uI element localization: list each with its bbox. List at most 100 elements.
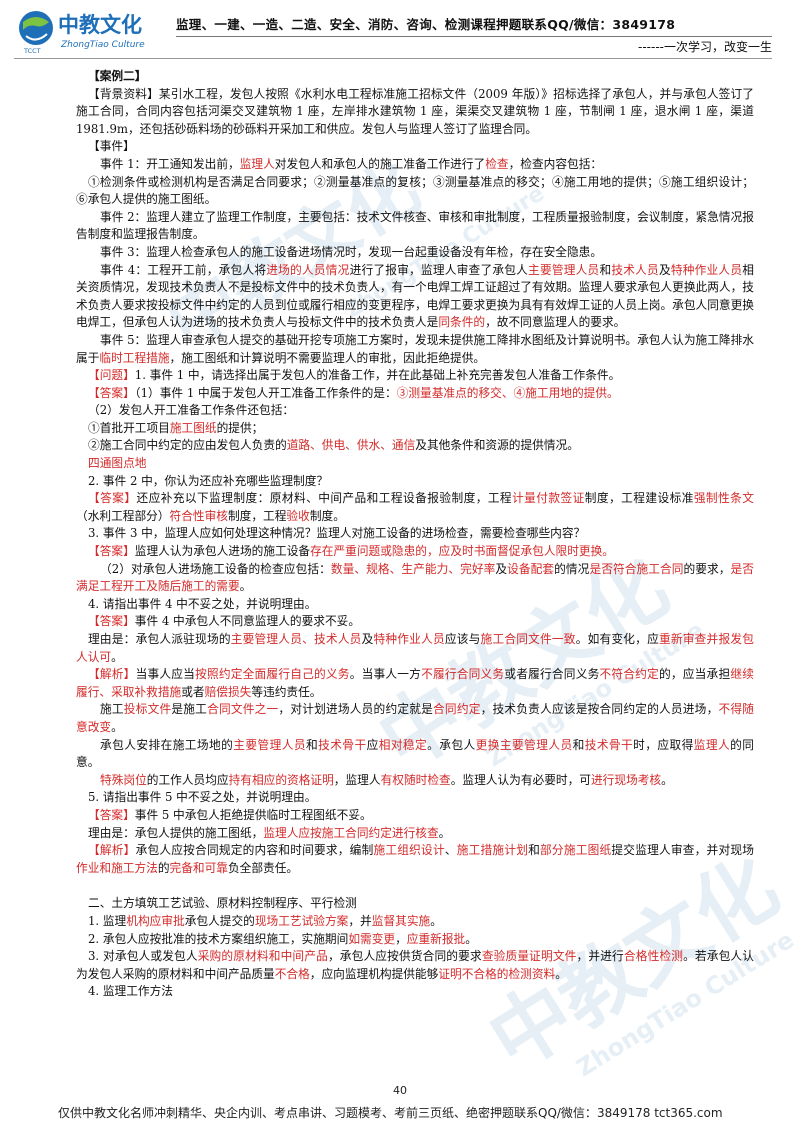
- paragraph-text: 或者: [181, 684, 205, 699]
- highlighted-text: 设备配套: [507, 561, 555, 576]
- paragraph-text: 理由是：承包人派驻现场的: [88, 632, 231, 646]
- paragraph: 2. 承包人应按批准的技术方案组织施工，实施期间如需变更，应重新报批。: [76, 931, 754, 949]
- highlighted-text: 持有相应的资格证明: [228, 772, 334, 787]
- highlighted-text: 继续履行、采取补救措施: [76, 667, 754, 699]
- highlighted-text: 不合格: [274, 966, 310, 981]
- paragraph-text: 制度，工程: [227, 508, 287, 523]
- paragraph-text: 进行了报审，监理人审查了承包人: [349, 262, 529, 277]
- highlighted-text: 施工合同文件一致: [480, 632, 576, 646]
- highlighted-text: 道路、供电、供水、通信: [286, 438, 416, 453]
- highlighted-text: 有权随时检查: [380, 772, 451, 787]
- paragraph: 【答案】事件 5 中承包人拒绝提供临时工程图纸不妥。: [76, 807, 754, 825]
- paragraph-text: 的情况: [554, 561, 590, 576]
- paragraph: 【解析】当事人应当按照约定全面履行自己的义务。当事人一方不履行合同义务或者履行合…: [76, 666, 754, 701]
- highlighted-text: 特种作业人员: [373, 632, 445, 646]
- paragraph-text: ，技术负责人应该是按合同约定的人员进场，: [480, 702, 719, 717]
- paragraph-text: 【背景资料】某引水工程，发包人按照《水利水电工程标准施工招标文件（2009 年版…: [76, 86, 754, 136]
- paragraph: （2）对承包人进场施工设备的检查应包括：数量、规格、生产能力、完好率及设备配套的…: [76, 561, 754, 596]
- highlighted-text: 符合性审核: [169, 508, 228, 523]
- paragraph-text: 的提供；: [216, 420, 264, 435]
- highlighted-text: 主要管理人员: [233, 737, 306, 752]
- paragraph-text: ，承包人应按供货合同的要求: [327, 949, 482, 964]
- paragraph-text: 。: [555, 966, 567, 981]
- highlighted-text: 【解析】: [88, 667, 136, 682]
- paragraph: 【解析】承包人应按合同规定的内容和时间要求，编制施工组织设计、施工措施计划和部分…: [76, 842, 754, 877]
- paragraph: 5. 请指出事件 5 中不妥之处，并说明理由。: [76, 789, 754, 807]
- highlighted-text: ③测量基准点的移交、④施工用地的提供。: [396, 385, 619, 400]
- paragraph-text: 相关资质情况，发现技术负责人不是投标文件中的技术负责人，有一个电焊工焊工证超过了…: [76, 262, 754, 330]
- highlighted-text: 技术人员: [611, 262, 659, 277]
- paragraph-text: 事件 2：监理人建立了监理工作制度，主要包括：技术文件核查、审核和审批制度，工程…: [76, 209, 754, 242]
- page-number: 40: [393, 1084, 407, 1097]
- paragraph-text: 。: [111, 649, 123, 664]
- paragraph: 3. 对承包人或发包人采购的原材料和中间产品，承包人应按供货合同的要求查验质量证…: [76, 948, 754, 983]
- paragraph: 事件 5：监理人审查承包人提交的基础开挖专项施工方案时，发现未提供施工降排水图纸…: [76, 332, 754, 367]
- paragraph-text: 承包人应按合同规定的内容和时间要求，编制: [135, 843, 374, 858]
- paragraph: 理由是：承包人提供的施工图纸，监理人应按施工合同约定进行核查。: [76, 825, 754, 843]
- highlighted-text: 应重新报批: [406, 931, 466, 946]
- paragraph: 1. 监理机构应审批承包人提交的现场工艺试验方案，并监督其实施。: [76, 913, 754, 931]
- highlighted-text: 临时工程措施: [99, 350, 170, 365]
- highlighted-text: 更换主要管理人员: [475, 737, 573, 752]
- paragraph-text: ，并: [348, 913, 372, 928]
- paragraph-text: 的，应当承担: [658, 667, 731, 682]
- highlighted-text: 是否符合施工合同: [589, 561, 684, 576]
- paragraph-text: 。承包人: [427, 737, 476, 752]
- highlighted-text: 存在严重问题或隐患的: [310, 544, 427, 559]
- paragraph-text: 的同意。: [76, 737, 754, 770]
- paragraph-text: 。: [239, 579, 252, 594]
- paragraph-text: 和: [528, 843, 541, 858]
- highlighted-text: 现场工艺试验方案: [254, 913, 349, 928]
- highlighted-text: 合同文件之一: [207, 702, 279, 717]
- highlighted-text: 进行现场考核: [590, 772, 662, 787]
- paragraph-text: 等违约责任。: [251, 684, 322, 699]
- highlighted-text: 主要管理人员、技术人员: [230, 632, 362, 646]
- highlighted-text: 技术骨干: [318, 737, 367, 752]
- highlighted-text: 【问题】: [88, 368, 135, 383]
- logo-subtext: ZhongTiao Culture: [60, 40, 145, 50]
- highlighted-text: 赔偿损失: [204, 684, 252, 699]
- highlighted-text: 监理人应按施工合同约定进行核查: [263, 825, 439, 840]
- highlighted-text: 【答案】: [88, 491, 137, 506]
- paragraph: 特殊岗位的工作人员均应持有相应的资格证明，监理人有权随时检查。监理人认为有必要时…: [76, 772, 754, 790]
- paragraph: 施工投标文件是施工合同文件之一，对计划进场人员的约定就是合同约定，技术负责人应该…: [76, 701, 754, 736]
- paragraph: 理由是：承包人派驻现场的主要管理人员、技术人员及特种作业人员应该与施工合同文件一…: [76, 631, 754, 666]
- paragraph-text: 制度。: [309, 508, 345, 523]
- highlighted-text: 是否满足工程开工及随后施工的需要: [76, 561, 754, 594]
- highlighted-text: 【答案】: [88, 544, 135, 559]
- paragraph-text: 或者履行合同义务: [504, 667, 600, 682]
- paragraph: 4. 请指出事件 4 中不妥之处，并说明理由。: [76, 596, 754, 614]
- paragraph-text: 及其他条件和资源的提供情况。: [415, 438, 579, 453]
- paragraph-text: ①检测条件或检测机构是否满足合同要求；②测量基准点的复核；③测量基准点的移交；④…: [76, 174, 754, 207]
- highlighted-text: 机构应审批: [126, 913, 185, 928]
- header-contact-line: 监理、一建、一造、二造、安全、消防、咨询、检测课程押题联系QQ/微信：38491…: [176, 17, 676, 32]
- highlighted-text: 投标文件: [123, 702, 172, 717]
- paragraph-text: （2）对承包人进场施工设备的检查应包括：: [100, 561, 331, 576]
- highlighted-text: 数量、规格、生产能力、完好率: [330, 561, 496, 576]
- paragraph-text: 事件 3：监理人检查承包人的施工设备进场情况时，发现一台起重设备没有年检，存在安…: [100, 244, 603, 259]
- logo-globe-icon: 中教文化 ZhongTiao Culture TCCT: [19, 11, 145, 55]
- paragraph-text: ，应向监理机构提供能够: [309, 966, 439, 981]
- highlighted-text: 施工措施计划: [456, 843, 529, 858]
- highlighted-text: 计量付款签证: [512, 491, 585, 506]
- paragraph-text: 。: [438, 825, 451, 840]
- paragraph-text: 事件 4 中承包人不同意监理人的要求不妥。: [134, 614, 361, 629]
- paragraph-text: 、: [444, 843, 457, 858]
- highlighted-text: 施工组织设计: [373, 843, 445, 858]
- paragraph: 四通图点地: [76, 455, 754, 473]
- highlighted-text: 证明不合格的检测资料: [438, 966, 556, 981]
- paragraph-text: 2. 事件 2 中，你认为还应补充哪些监理制度？: [88, 473, 329, 488]
- highlighted-text: 【答案】: [88, 614, 135, 629]
- highlighted-text: 部分施工图纸: [540, 843, 612, 858]
- paragraph-text: 。当事人一方: [349, 667, 422, 682]
- paragraph-text: 及: [361, 632, 374, 646]
- header-slogan: ------一次学习，改变一生: [638, 40, 772, 54]
- paragraph-text: 【案例二】: [88, 69, 147, 83]
- header-divider: [176, 36, 772, 37]
- highlighted-text: 主要管理人员: [528, 262, 600, 277]
- paragraph-text: 承包人提交的: [184, 913, 255, 928]
- paragraph-text: 和: [305, 737, 319, 752]
- paragraph-text: 的: [157, 860, 170, 875]
- paragraph-text: 2. 承包人应按批准的技术方案组织施工，实施期间: [88, 931, 349, 946]
- highlighted-text: 施工图纸: [169, 420, 217, 435]
